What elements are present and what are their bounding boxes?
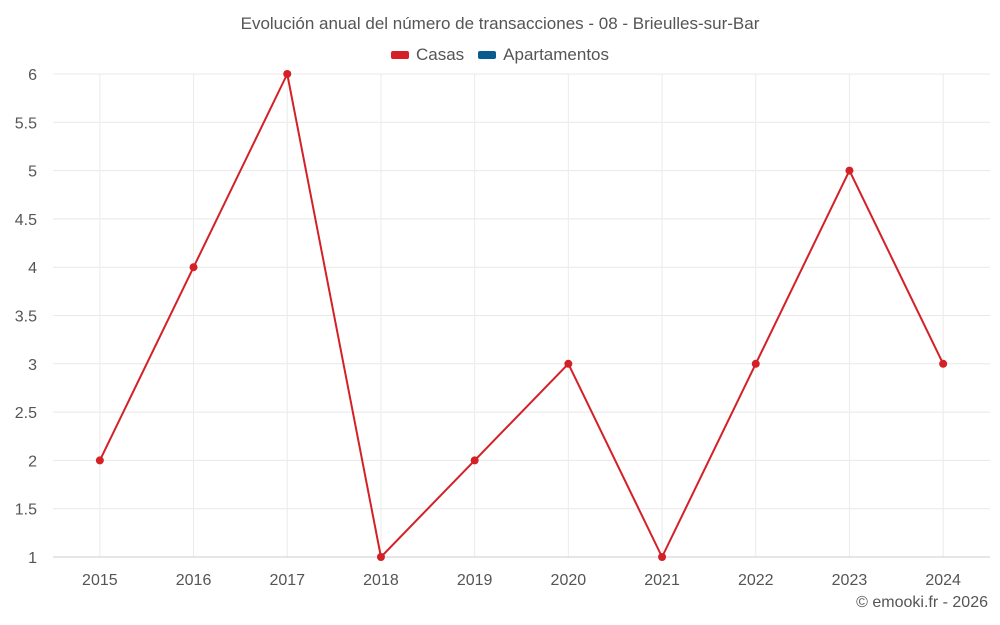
chart-title: Evolución anual del número de transaccio… <box>240 14 760 33</box>
data-point <box>283 70 292 78</box>
x-tick-label: 2017 <box>269 572 305 589</box>
x-tick-label: 2015 <box>82 572 118 589</box>
y-tick-label: 5 <box>28 164 37 181</box>
series-line-casas <box>98 73 945 558</box>
data-point <box>658 553 667 561</box>
x-tick-label: 2023 <box>832 572 868 589</box>
data-point <box>470 456 479 465</box>
credit-text: © emooki.fr - 2026 <box>856 594 988 611</box>
x-tick-label: 2024 <box>925 572 961 589</box>
x-tick-label: 2022 <box>738 572 774 589</box>
y-tick-label: 2.5 <box>15 405 37 422</box>
data-point <box>564 359 573 368</box>
x-tick-label: 2019 <box>457 572 493 589</box>
x-tick-label: 2021 <box>644 572 680 589</box>
legend-item-casas[interactable]: Casas <box>390 45 465 65</box>
data-point <box>376 553 385 561</box>
x-tick-label: 2016 <box>176 572 212 589</box>
x-tick-label: 2020 <box>551 572 587 589</box>
y-tick-label: 2 <box>28 453 37 470</box>
data-point <box>939 359 948 368</box>
data-point <box>751 359 760 368</box>
legend: Casas Apartamentos <box>0 45 1000 65</box>
y-tick-label: 4 <box>28 260 37 277</box>
y-tick-label: 1.5 <box>15 502 37 519</box>
y-tick-label: 4.5 <box>15 212 37 229</box>
legend-swatch-apartamentos <box>478 51 497 59</box>
y-tick-label: 3 <box>28 357 37 374</box>
y-tick-label: 6 <box>28 67 37 84</box>
y-tick-label: 5.5 <box>15 115 37 132</box>
x-tick-label: 2018 <box>363 572 399 589</box>
data-point <box>95 456 104 465</box>
legend-swatch-casas <box>390 51 409 59</box>
data-point <box>845 166 854 175</box>
legend-item-apartamentos[interactable]: Apartamentos <box>478 45 609 65</box>
legend-label-casas: Casas <box>415 45 465 64</box>
legend-label-apartamentos: Apartamentos <box>503 45 610 64</box>
y-tick-label: 3.5 <box>15 309 37 326</box>
data-point <box>189 263 198 272</box>
y-tick-label: 1 <box>28 550 37 567</box>
